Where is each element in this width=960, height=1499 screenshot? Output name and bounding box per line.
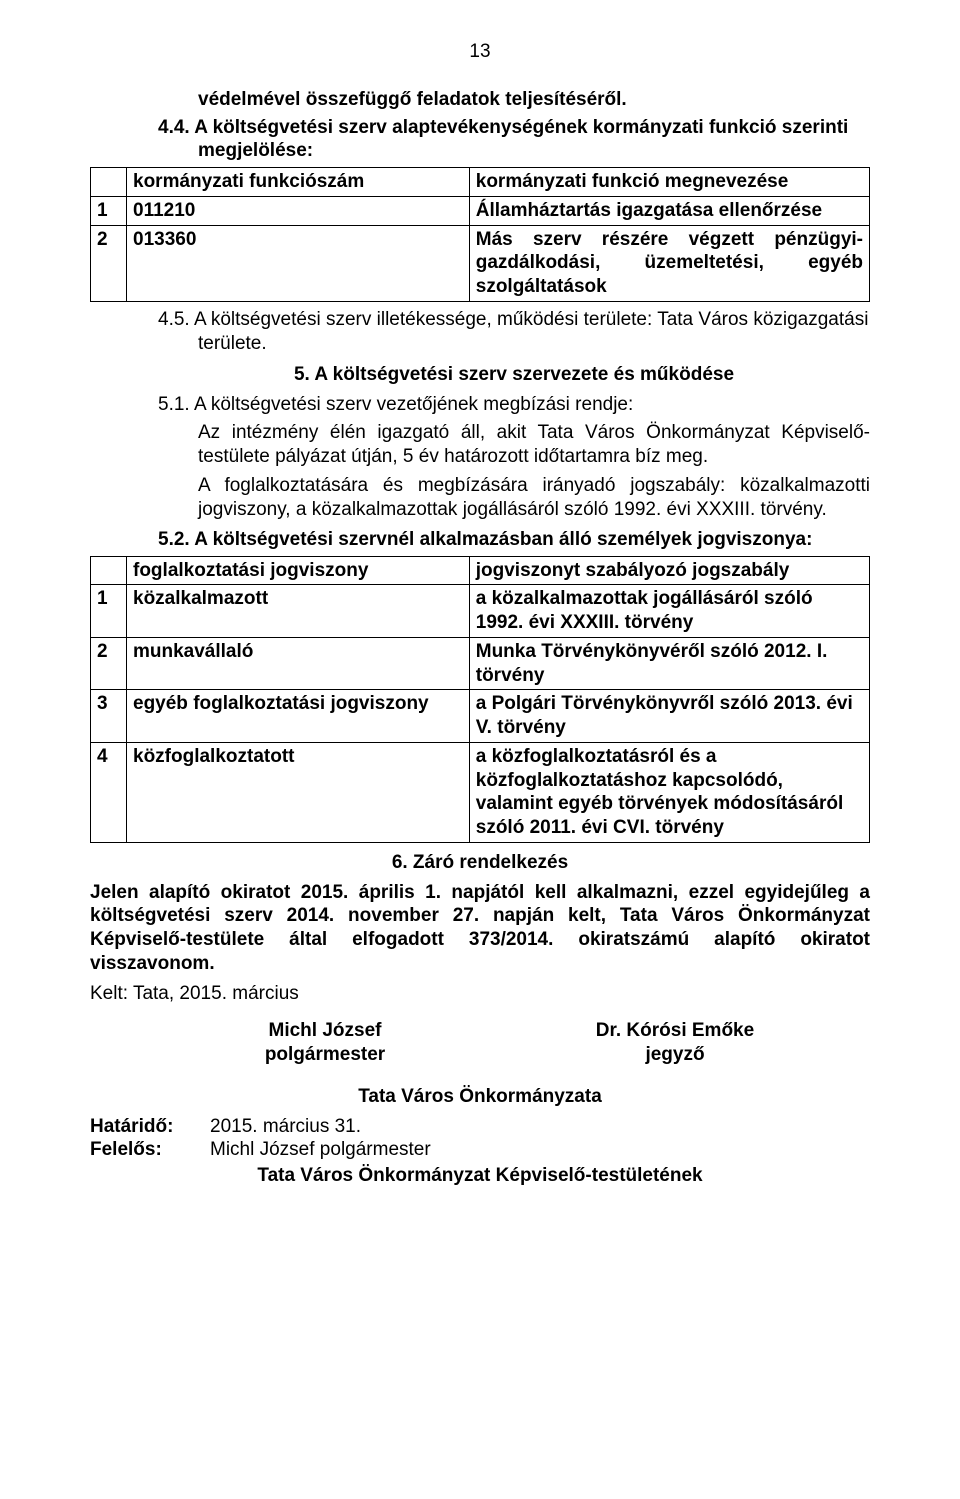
cell-right: Munka Törvénykönyvéről szóló 2012. I. tö… xyxy=(469,637,869,690)
kelt-line: Kelt: Tata, 2015. március xyxy=(90,982,870,1006)
table-header-left: foglalkoztatási jogviszony xyxy=(127,556,470,585)
page-number: 13 xyxy=(90,40,870,64)
table-header-right: kormányzati funkció megnevezése xyxy=(469,168,869,197)
cell-left: munkavállaló xyxy=(127,637,470,690)
org-name: Tata Város Önkormányzata xyxy=(90,1085,870,1109)
table-header-right: jogviszonyt szabályozó jogszabály xyxy=(469,556,869,585)
sig-right-title: jegyző xyxy=(500,1043,850,1067)
section-51-num: 5.1. xyxy=(158,394,190,415)
section-6-title: 6. Záró rendelkezés xyxy=(90,851,870,875)
felelos-value: Michl József polgármester xyxy=(210,1138,431,1162)
table-funkcio: kormányzati funkciószám kormányzati funk… xyxy=(90,167,870,302)
table-row: 2 013360 Más szerv részére végzett pénzü… xyxy=(91,225,870,301)
cell-right: a közfoglalkoztatásról és a közfoglalkoz… xyxy=(469,742,869,842)
section-45-text: A költségvetési szerv illetékessége, műk… xyxy=(194,309,869,354)
cell-left: közfoglalkoztatott xyxy=(127,742,470,842)
cell-num: 1 xyxy=(91,196,127,225)
table-row: foglalkoztatási jogviszony jogviszonyt s… xyxy=(91,556,870,585)
table-row: 2 munkavállaló Munka Törvénykönyvéről sz… xyxy=(91,637,870,690)
sig-left-name: Michl József xyxy=(150,1019,500,1043)
cell-num: 4 xyxy=(91,742,127,842)
section-44-text: A költségvetési szerv alaptevékenységéne… xyxy=(194,117,848,162)
cell-right: a közalkalmazottak jogállásáról szóló 19… xyxy=(469,585,869,638)
section-45-num: 4.5. xyxy=(158,309,190,330)
table-header-left: kormányzati funkciószám xyxy=(127,168,470,197)
section-51-p2: Az intézmény élén igazgató áll, akit Tat… xyxy=(198,421,870,469)
cell-num: 2 xyxy=(91,225,127,301)
section-44-pre: védelmével összefüggő feladatok teljesít… xyxy=(198,88,870,112)
cell-right: Államháztartás igazgatása ellenőrzése xyxy=(469,196,869,225)
sig-left-title: polgármester xyxy=(150,1043,500,1067)
hatarido-value: 2015. március 31. xyxy=(210,1115,361,1139)
table-jogviszony: foglalkoztatási jogviszony jogviszonyt s… xyxy=(90,556,870,843)
hatarido-label: Határidő: xyxy=(90,1115,210,1139)
section-51-p1: A költségvetési szerv vezetőjének megbíz… xyxy=(194,394,633,415)
table-row: 4 közfoglalkoztatott a közfoglalkoztatás… xyxy=(91,742,870,842)
section-51-p3: A foglalkoztatására és megbízására irány… xyxy=(198,474,870,522)
cell-left: egyéb foglalkoztatási jogviszony xyxy=(127,690,470,743)
cell-num: 1 xyxy=(91,585,127,638)
cell-right: a Polgári Törvénykönyvről szóló 2013. év… xyxy=(469,690,869,743)
section-52-num: 5.2. xyxy=(158,529,190,550)
felelos-label: Felelős: xyxy=(90,1138,210,1162)
section-44-num: 4.4. xyxy=(158,117,190,138)
table-row: 1 011210 Államháztartás igazgatása ellen… xyxy=(91,196,870,225)
sig-right-name: Dr. Kórósi Emőke xyxy=(500,1019,850,1043)
signature-row: Michl József polgármester Dr. Kórósi Emő… xyxy=(90,1019,870,1067)
cell-right: Más szerv részére végzett pénzügyi-gazdá… xyxy=(469,225,869,301)
cell-num: 3 xyxy=(91,690,127,743)
table-row: 1 közalkalmazott a közalkalmazottak jogá… xyxy=(91,585,870,638)
cell-left: 011210 xyxy=(127,196,470,225)
table-row: 3 egyéb foglalkoztatási jogviszony a Pol… xyxy=(91,690,870,743)
cell-left: közalkalmazott xyxy=(127,585,470,638)
footer-line: Tata Város Önkormányzat Képviselő-testül… xyxy=(90,1164,870,1188)
table-row: kormányzati funkciószám kormányzati funk… xyxy=(91,168,870,197)
cell-num: 2 xyxy=(91,637,127,690)
section-52-text: A költségvetési szervnél alkalmazásban á… xyxy=(194,529,812,550)
closing-paragraph: Jelen alapító okiratot 2015. április 1. … xyxy=(90,881,870,976)
section-5-title: 5. A költségvetési szerv szervezete és m… xyxy=(158,363,870,387)
cell-left: 013360 xyxy=(127,225,470,301)
